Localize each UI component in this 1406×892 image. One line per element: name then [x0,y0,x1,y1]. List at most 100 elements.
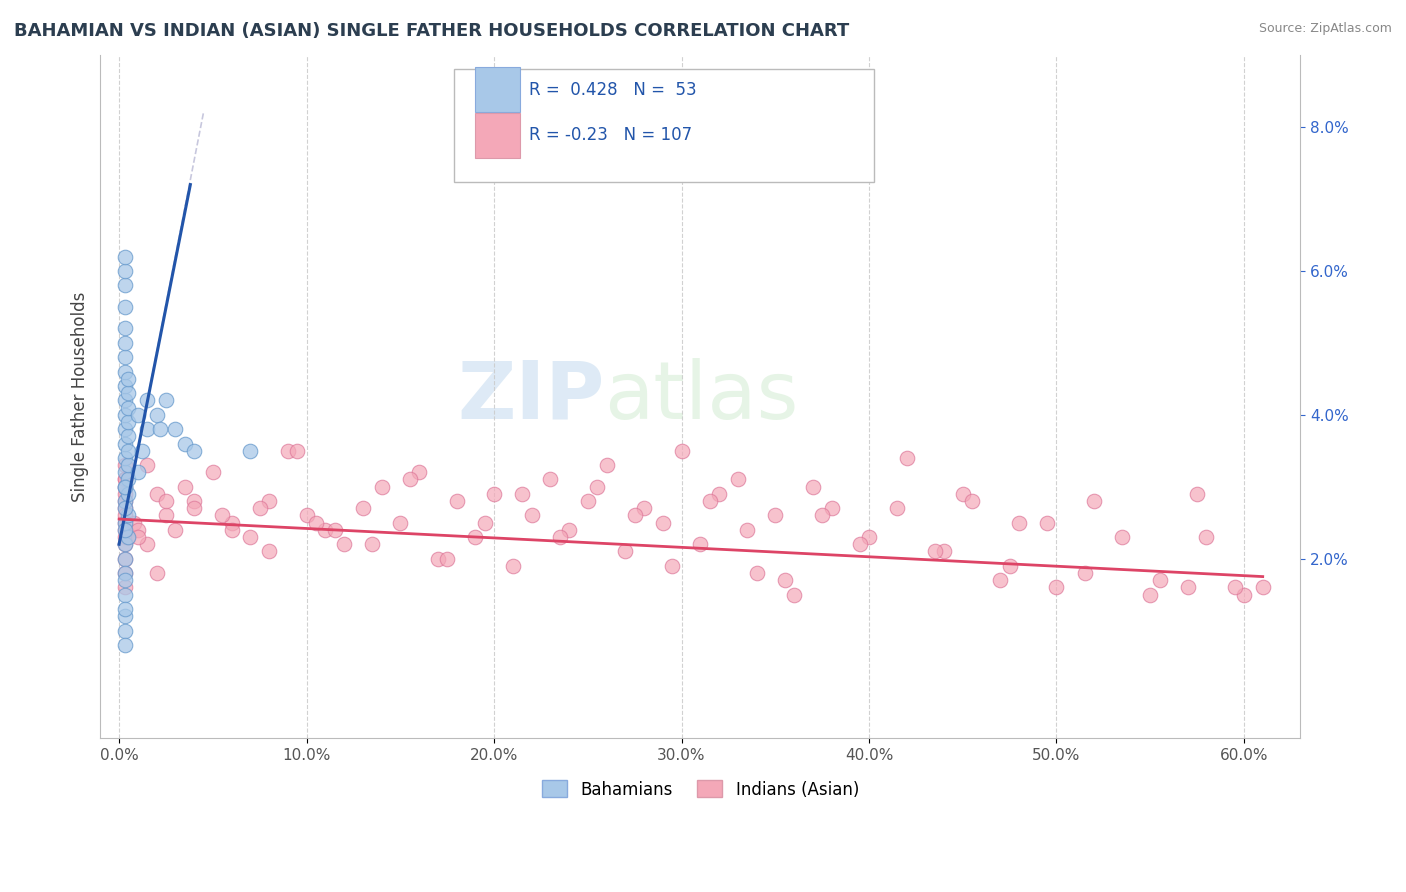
Point [595,458,617,472]
Point [305,516,328,530]
Point [114,551,136,566]
Point [117,458,139,472]
Point [114,624,136,638]
Point [482,487,505,501]
Point [145,408,167,422]
Point [114,523,136,537]
Point [314,523,336,537]
Point [932,544,955,558]
Point [221,523,243,537]
Point [1223,580,1246,594]
Point [114,501,136,516]
Point [858,530,880,544]
Point [136,537,159,551]
Point [671,443,693,458]
Point [114,250,136,264]
Point [502,558,524,573]
Point [127,408,149,422]
Point [117,508,139,523]
Point [576,494,599,508]
Point [1111,530,1133,544]
Point [145,487,167,501]
Point [183,494,205,508]
Point [811,508,834,523]
Point [117,386,139,401]
Point [114,487,136,501]
Point [727,473,749,487]
Point [960,494,983,508]
Point [896,450,918,465]
Point [117,487,139,501]
Point [426,551,449,566]
Point [114,393,136,408]
Point [988,573,1011,587]
Point [1185,487,1208,501]
Point [333,537,356,551]
Point [114,494,136,508]
Point [117,415,139,429]
Point [257,494,280,508]
Point [114,566,136,580]
Point [361,537,384,551]
Point [745,566,768,580]
Point [1177,580,1199,594]
Point [221,516,243,530]
Point [114,580,136,594]
Point [464,530,486,544]
Point [114,365,136,379]
Point [114,422,136,436]
Legend: Bahamians, Indians (Asian): Bahamians, Indians (Asian) [534,773,866,805]
Text: BAHAMIAN VS INDIAN (ASIAN) SINGLE FATHER HOUSEHOLDS CORRELATION CHART: BAHAMIAN VS INDIAN (ASIAN) SINGLE FATHER… [14,22,849,40]
Point [117,429,139,443]
Point [136,458,159,472]
Point [114,638,136,652]
Text: ZIP: ZIP [457,358,605,436]
Point [924,544,946,558]
Point [952,487,974,501]
Point [117,372,139,386]
Point [783,588,806,602]
Point [127,530,149,544]
Point [1045,580,1067,594]
Point [623,508,645,523]
Point [1195,530,1218,544]
Point [114,465,136,479]
Point [474,516,496,530]
Point [114,473,136,487]
Text: atlas: atlas [605,358,799,436]
Point [114,588,136,602]
Point [285,443,308,458]
Y-axis label: Single Father Households: Single Father Households [72,292,89,502]
Point [614,544,637,558]
Point [114,436,136,450]
Point [1139,588,1161,602]
Point [183,501,205,516]
Point [117,530,139,544]
Point [127,523,149,537]
Point [173,480,195,494]
Point [136,422,159,436]
Point [548,530,571,544]
Point [114,494,136,508]
Point [239,530,262,544]
Point [117,530,139,544]
Point [114,516,136,530]
Point [114,480,136,494]
Point [155,508,177,523]
Point [114,609,136,624]
Point [998,558,1021,573]
Point [127,465,149,479]
Text: R = -0.23   N = 107: R = -0.23 N = 107 [529,127,692,145]
Point [114,537,136,551]
Point [114,602,136,616]
Point [131,443,153,458]
FancyBboxPatch shape [475,68,520,112]
Point [114,523,136,537]
Point [1008,516,1031,530]
Point [323,523,346,537]
Point [114,408,136,422]
Point [558,523,581,537]
Point [763,508,786,523]
Point [1251,580,1274,594]
FancyBboxPatch shape [454,69,875,182]
